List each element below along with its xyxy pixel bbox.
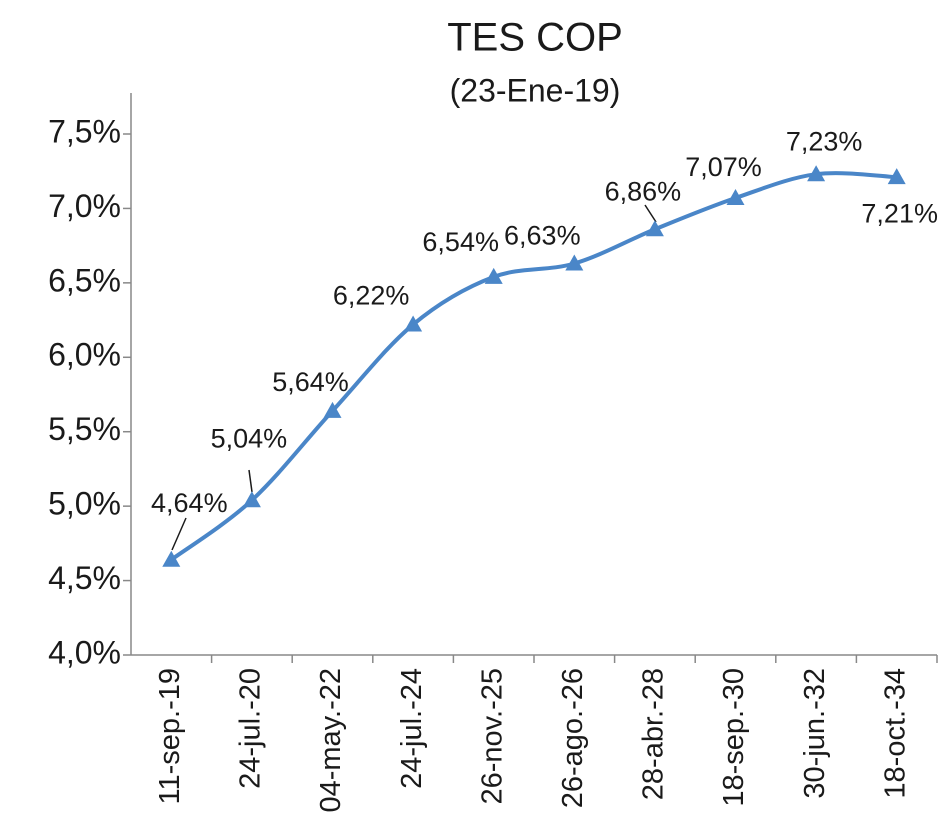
- x-tick-label: 28-abr.-28: [638, 668, 670, 800]
- y-tick-label: 7,5%: [48, 113, 121, 149]
- marker: [323, 401, 342, 418]
- marker: [726, 189, 745, 206]
- y-tick-label: 5,0%: [48, 486, 121, 522]
- chart-title: TES COP: [447, 16, 623, 60]
- chart-subtitle: (23-Ene-19): [450, 72, 621, 108]
- data-label: 7,07%: [685, 152, 762, 182]
- data-label: 6,54%: [422, 227, 499, 257]
- leader-line: [171, 517, 187, 551]
- x-tick-label: 04-may.-22: [315, 668, 347, 813]
- series-line: [170, 171, 897, 562]
- data-label: 7,23%: [786, 126, 863, 156]
- data-label: 5,64%: [272, 367, 349, 397]
- data-label: 6,63%: [504, 221, 581, 251]
- marker: [484, 267, 503, 284]
- marker: [645, 220, 664, 237]
- marker: [242, 491, 261, 508]
- marker: [565, 254, 584, 271]
- x-tick-label: 24-jul.-24: [396, 668, 428, 789]
- leader-line: [248, 469, 253, 493]
- marker: [887, 168, 906, 185]
- y-tick-label: 4,0%: [48, 634, 121, 670]
- data-label: 6,22%: [333, 281, 410, 311]
- x-tick-label: 24-jul.-20: [235, 668, 267, 789]
- marker: [807, 165, 826, 182]
- x-tick-label: 30-jun.-32: [799, 668, 831, 799]
- y-tick-label: 6,0%: [48, 337, 121, 373]
- data-label: 6,86%: [605, 176, 682, 206]
- marker: [404, 315, 423, 332]
- x-tick-label: 18-sep.-30: [718, 668, 750, 807]
- data-label: 4,64%: [151, 488, 228, 518]
- x-tick-label: 11-sep.-19: [154, 668, 186, 805]
- data-label: 5,04%: [211, 423, 288, 453]
- marker: [162, 550, 181, 567]
- x-tick-label: 18-oct.-34: [879, 668, 911, 799]
- x-tick-label: 26-nov.-25: [476, 668, 508, 805]
- y-tick-label: 7,0%: [48, 188, 121, 224]
- y-tick-label: 4,5%: [48, 560, 121, 596]
- x-tick-label: 26-ago.-26: [557, 668, 589, 808]
- leader-line: [644, 204, 657, 223]
- y-tick-label: 5,5%: [48, 411, 121, 447]
- y-tick-label: 6,5%: [48, 262, 121, 298]
- data-label: 7,21%: [861, 198, 938, 228]
